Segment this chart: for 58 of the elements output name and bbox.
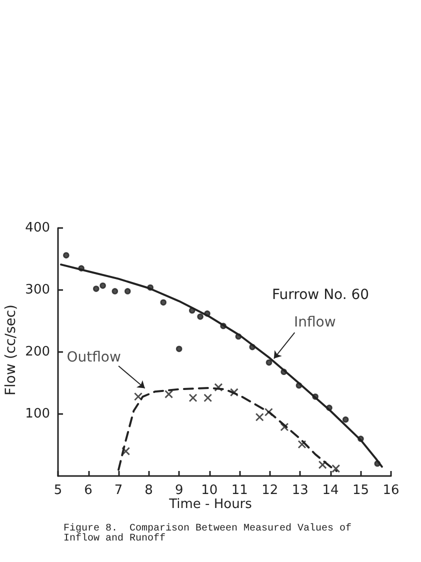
point <box>220 322 226 330</box>
point <box>188 307 196 314</box>
point <box>280 422 289 432</box>
point <box>342 416 349 423</box>
x-tick-label: 16 <box>382 483 400 498</box>
point <box>326 404 332 411</box>
point <box>214 383 223 392</box>
annotation: Outflow <box>66 349 121 366</box>
point <box>122 446 130 456</box>
y-axis-title: Flow (cc/sec) <box>3 304 19 396</box>
x-tick-label: 10 <box>201 483 218 498</box>
point <box>298 440 306 449</box>
y-tick-label: 400 <box>25 220 50 236</box>
point <box>160 299 166 306</box>
point <box>164 390 174 398</box>
point <box>78 265 84 272</box>
point <box>100 282 106 289</box>
x-tick-label: 15 <box>352 483 369 498</box>
point <box>204 310 210 317</box>
point <box>134 392 142 401</box>
point <box>176 346 182 352</box>
point <box>188 394 198 402</box>
point <box>93 286 100 292</box>
x-tick-label: 8 <box>144 483 153 498</box>
annotation: Inflow <box>294 314 336 331</box>
y-tick-label: 200 <box>25 344 50 360</box>
point <box>264 408 273 416</box>
point <box>296 382 302 389</box>
point <box>197 314 204 320</box>
y-tick-label: 100 <box>25 406 50 422</box>
point <box>280 368 287 375</box>
point <box>332 464 340 473</box>
annotation: Furrow No. 60 <box>272 287 370 303</box>
point <box>374 460 381 467</box>
x-axis-title: Time - Hours <box>168 497 252 512</box>
x-tick-label: 13 <box>292 483 308 498</box>
point <box>255 412 264 422</box>
x-tick-label: 11 <box>231 483 248 498</box>
x-tick-label: 7 <box>114 483 123 498</box>
point <box>63 252 70 258</box>
point <box>312 393 318 400</box>
x-tick-label: 12 <box>262 483 278 498</box>
x-tick-label: 9 <box>174 483 184 498</box>
point <box>204 394 212 402</box>
point <box>147 284 154 291</box>
x-tick-label: 6 <box>84 483 92 498</box>
point <box>112 288 118 294</box>
point <box>358 436 364 442</box>
point <box>249 344 256 350</box>
point <box>124 288 131 294</box>
x-tick-label: 14 <box>322 483 339 498</box>
point <box>235 333 242 340</box>
y-tick-label: 300 <box>25 282 50 298</box>
point <box>318 460 327 470</box>
point <box>230 388 238 397</box>
x-tick-label: 5 <box>54 483 62 498</box>
caption: Figure 8. Comparison Between Measured Values of Inflow and Runoff <box>63 522 358 544</box>
point <box>266 359 272 366</box>
